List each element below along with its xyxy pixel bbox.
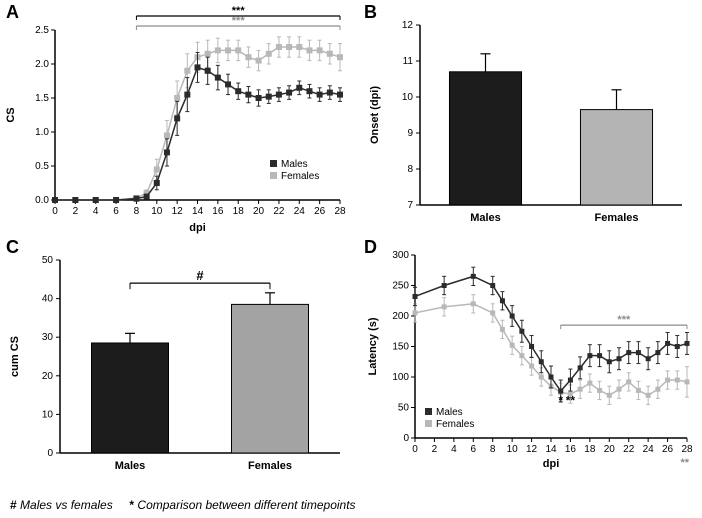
svg-text:16: 16 <box>565 444 577 455</box>
svg-text:Males: Males <box>115 460 146 472</box>
svg-text:12: 12 <box>172 206 184 217</box>
svg-text:*: * <box>558 393 563 407</box>
svg-text:2: 2 <box>432 444 438 455</box>
svg-text:28: 28 <box>334 206 346 217</box>
panel-A: A 0.00.51.01.52.02.502468101214161820222… <box>0 0 360 235</box>
svg-text:8: 8 <box>407 164 413 175</box>
svg-text:24: 24 <box>643 444 655 455</box>
svg-text:10: 10 <box>402 92 414 103</box>
svg-text:Males: Males <box>281 159 308 170</box>
panel-B: B 7 8 9 10 11 12 Onset (dpi) Males Females <box>360 0 702 235</box>
panel-B-label: B <box>364 2 377 23</box>
svg-text:10: 10 <box>507 444 519 455</box>
svg-text:***: *** <box>617 314 631 326</box>
svg-text:***: *** <box>232 15 246 27</box>
svg-text:10: 10 <box>151 206 163 217</box>
svg-text:250: 250 <box>392 281 409 292</box>
svg-text:8: 8 <box>134 206 140 217</box>
svg-text:4: 4 <box>93 206 99 217</box>
svg-text:Females: Females <box>281 171 319 182</box>
panel-D-chart: 0501001502002503000246810121416182022242… <box>360 235 702 483</box>
svg-text:Females: Females <box>436 419 474 430</box>
panel-C-chart: 0 10 20 30 40 50 cum CS Males Females # <box>0 235 360 483</box>
svg-text:dpi: dpi <box>543 458 560 470</box>
panel-A-chart: 0.00.51.01.52.02.50246810121416182022242… <box>0 0 360 235</box>
svg-text:20: 20 <box>604 444 616 455</box>
panel-D: D 05010015020025030002468101214161820222… <box>360 235 702 483</box>
svg-text:0: 0 <box>412 444 418 455</box>
svg-text:0.0: 0.0 <box>35 195 49 206</box>
svg-text:18: 18 <box>233 206 245 217</box>
svg-text:0.5: 0.5 <box>35 161 49 172</box>
svg-text:1.5: 1.5 <box>35 93 49 104</box>
svg-text:16: 16 <box>212 206 224 217</box>
hash-symbol: # <box>10 498 17 512</box>
svg-text:Males: Males <box>436 407 463 418</box>
svg-text:**: ** <box>566 393 576 407</box>
svg-text:11: 11 <box>403 56 414 67</box>
svg-text:50: 50 <box>398 403 410 414</box>
svg-text:8: 8 <box>490 444 496 455</box>
star-symbol: * <box>129 498 134 512</box>
svg-text:dpi: dpi <box>189 222 206 234</box>
svg-text:1.0: 1.0 <box>35 127 49 138</box>
svg-text:#: # <box>196 268 204 283</box>
svg-text:0: 0 <box>47 448 53 459</box>
svg-text:2: 2 <box>73 206 79 217</box>
svg-text:2.0: 2.0 <box>35 59 49 70</box>
svg-text:Onset (dpi): Onset (dpi) <box>369 86 381 144</box>
svg-text:Males: Males <box>470 212 501 224</box>
panel-D-label: D <box>364 237 377 258</box>
svg-text:0: 0 <box>52 206 58 217</box>
panel-C: C 0 10 20 30 40 50 cum CS Males Females # <box>0 235 360 483</box>
svg-text:Females: Females <box>248 460 292 472</box>
panel-A-label: A <box>6 2 19 23</box>
svg-text:10: 10 <box>42 409 54 420</box>
svg-text:CS: CS <box>5 107 17 122</box>
svg-text:40: 40 <box>42 294 54 305</box>
svg-text:9: 9 <box>407 128 413 139</box>
svg-text:20: 20 <box>42 371 54 382</box>
footer-note: # Males vs females * Comparison between … <box>10 498 356 512</box>
svg-text:30: 30 <box>42 332 54 343</box>
svg-text:150: 150 <box>392 342 409 353</box>
svg-text:cum CS: cum CS <box>9 336 21 377</box>
figure: A 0.00.51.01.52.02.502468101214161820222… <box>0 0 702 518</box>
svg-text:14: 14 <box>192 206 204 217</box>
hash-text: Males vs females <box>20 498 113 512</box>
svg-text:14: 14 <box>545 444 557 455</box>
svg-text:12: 12 <box>402 20 414 31</box>
svg-text:26: 26 <box>314 206 326 217</box>
svg-text:0: 0 <box>403 433 409 444</box>
svg-text:6: 6 <box>113 206 119 217</box>
svg-text:6: 6 <box>471 444 477 455</box>
svg-text:100: 100 <box>392 372 409 383</box>
svg-text:50: 50 <box>42 255 54 266</box>
svg-text:28: 28 <box>681 444 693 455</box>
svg-text:22: 22 <box>273 206 285 217</box>
star-text: Comparison between different timepoints <box>137 498 355 512</box>
svg-text:26: 26 <box>662 444 674 455</box>
svg-text:4: 4 <box>451 444 457 455</box>
svg-text:7: 7 <box>407 200 413 211</box>
svg-text:12: 12 <box>526 444 538 455</box>
svg-text:200: 200 <box>392 311 409 322</box>
panel-C-label: C <box>6 237 19 258</box>
svg-text:300: 300 <box>392 250 409 261</box>
svg-text:Females: Females <box>594 212 638 224</box>
svg-text:20: 20 <box>253 206 265 217</box>
svg-text:**: ** <box>680 457 689 469</box>
svg-text:18: 18 <box>584 444 596 455</box>
panel-B-chart: 7 8 9 10 11 12 Onset (dpi) Males Females <box>360 0 702 235</box>
svg-text:Latency (s): Latency (s) <box>367 317 379 375</box>
svg-text:24: 24 <box>294 206 306 217</box>
svg-text:22: 22 <box>623 444 635 455</box>
svg-text:2.5: 2.5 <box>35 25 49 36</box>
